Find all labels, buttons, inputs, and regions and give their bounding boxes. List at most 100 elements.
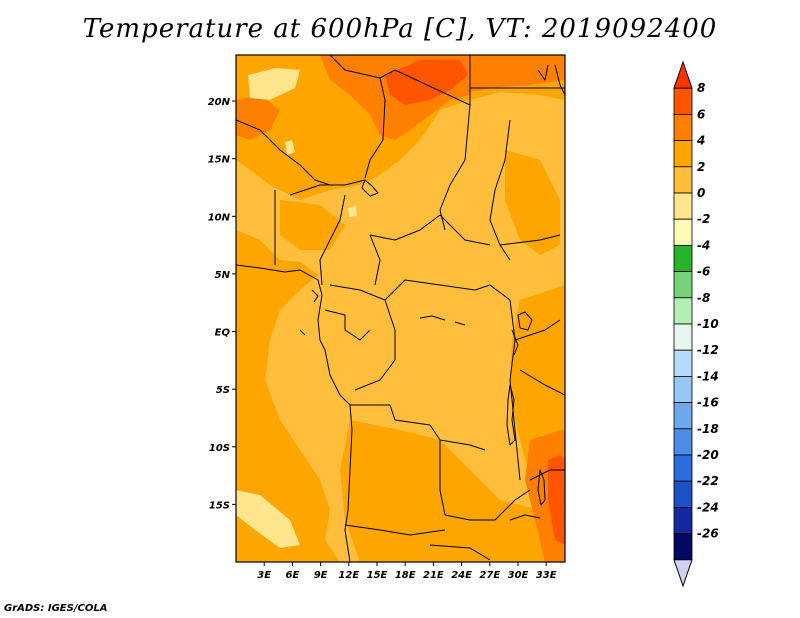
colorbar-swatch	[673, 218, 693, 246]
border-nigeria-cameroon	[319, 194, 346, 286]
colorbar-label: -4	[697, 238, 710, 252]
colorbar-label: -26	[697, 527, 719, 541]
x-tick-label: 33E	[536, 570, 557, 581]
border-drc-east	[509, 299, 521, 481]
lake-malawi	[537, 469, 546, 506]
field-hot-ne-corner	[470, 55, 565, 92]
colorbar-swatch	[673, 454, 693, 482]
x-tick-label: 21E	[423, 570, 444, 581]
border-namibia-botswana	[429, 544, 491, 561]
border-chad-car	[369, 214, 441, 241]
colorbar-label: -12	[697, 343, 719, 357]
colorbar-label: -18	[697, 422, 719, 436]
colorbar-label: -22	[697, 474, 719, 488]
lake-albert	[511, 329, 519, 356]
field-hot-west-sahara	[236, 95, 280, 140]
border-car-south	[329, 279, 476, 301]
lake-tana	[299, 329, 306, 336]
colorbar-label: 8	[697, 81, 705, 95]
colorbar-swatch	[673, 506, 693, 534]
y-tick-label: 15S	[209, 500, 230, 511]
field-cool-patch-2	[348, 206, 357, 217]
border-congo-drc	[354, 299, 396, 391]
y-tick-label: 5S	[216, 385, 230, 396]
field-cool-atlantic	[236, 490, 300, 548]
colorbar-swatch	[673, 349, 693, 377]
colorbar-label: 6	[697, 107, 705, 121]
border-angola-zambia	[439, 440, 446, 516]
colorbar-swatch	[673, 297, 693, 325]
colorbar-swatch	[673, 480, 693, 508]
y-tick-label: 5N	[215, 270, 231, 281]
border-tanzania-mozambique	[529, 469, 565, 481]
credit-label: GrADS: IGES/COLA	[4, 603, 108, 614]
field-warm-south	[340, 420, 565, 562]
colorbar-label: 2	[697, 160, 705, 174]
x-tick-label: 30E	[508, 570, 529, 581]
field-warm-west-coast	[236, 230, 340, 562]
colorbar-label: -2	[697, 212, 710, 226]
lake-chad	[361, 179, 379, 197]
colorbar-swatch	[673, 87, 693, 115]
border-gabon-congo	[324, 309, 371, 341]
colorbar-swatch	[673, 140, 693, 168]
field-cool-patch-1	[285, 140, 295, 155]
x-tick-label: 6E	[286, 570, 300, 581]
field-hottest-mozambique	[548, 455, 565, 545]
border-east-coast-states	[514, 319, 561, 341]
border-kenya-tanzania	[519, 369, 565, 396]
x-tick-label: 15E	[367, 570, 388, 581]
river-congo-2	[454, 321, 466, 326]
border-sudan-southsudan	[439, 214, 491, 246]
river-congo-1	[419, 315, 446, 321]
x-tick-label: 3E	[257, 570, 271, 581]
border-niger-chad	[364, 77, 386, 179]
x-tick-label: 27E	[479, 570, 500, 581]
colorbar-label: 4	[696, 134, 705, 148]
colorbar-label: -8	[697, 291, 710, 305]
colorbar-swatch	[673, 533, 693, 561]
y-tick-label: EQ	[215, 328, 231, 339]
colorbar-swatch	[673, 192, 693, 220]
colorbar-swatch	[673, 323, 693, 351]
colorbar-top-arrow	[673, 60, 693, 89]
border-zambia-south	[444, 489, 531, 521]
field-warm-ethiopia	[505, 150, 560, 255]
field-hottest-north	[385, 60, 468, 105]
colorbar-swatch	[673, 166, 693, 194]
field-cool-sahara	[248, 68, 300, 100]
y-tick-label: 20N	[208, 97, 231, 108]
border-mali-niger	[236, 119, 331, 186]
lake-victoria	[517, 311, 533, 331]
x-tick-label: 18E	[395, 570, 416, 581]
border-nigeria-north	[289, 179, 366, 196]
lake-kariba	[509, 514, 541, 521]
colorbar-label: -16	[697, 396, 719, 410]
field-warm-central	[280, 200, 345, 250]
y-tick-label: 10S	[209, 443, 230, 454]
x-tick-label: 12E	[338, 570, 359, 581]
border-ethiopia-somalia	[499, 234, 561, 246]
x-axis: 3E 6E 9E 12E 15E 18E 21E 24E 27E 30E 33E	[257, 562, 557, 581]
colorbar-label: -20	[697, 448, 719, 462]
y-tick-label: 15N	[208, 155, 231, 166]
border-southsudan-drc	[474, 284, 511, 301]
colorbar: 8 6 4 2 0 -2 -4 -6 -8 -10 -12 -14 -16 -18 -20 -22 -24 -26	[673, 60, 719, 588]
lake-tanganyika	[506, 384, 516, 446]
colorbar-swatch	[673, 375, 693, 403]
border-cameroon-car	[369, 234, 381, 286]
y-axis: 20N 15N 10N 5N EQ 5S 10S 15S	[208, 97, 236, 511]
red-sea-coast	[537, 64, 549, 81]
border-drc-angola	[350, 404, 486, 451]
colorbar-swatch	[673, 244, 693, 272]
y-tick-label: 10N	[208, 212, 231, 223]
map-title: Temperature at 600hPa [C], VT: 201909240…	[82, 14, 718, 44]
colorbar-bottom-arrow	[673, 559, 693, 588]
colorbar-swatch	[673, 114, 693, 142]
coastline-atlantic	[236, 264, 353, 562]
x-tick-label: 9E	[314, 570, 328, 581]
lake-volta	[311, 289, 319, 303]
colorbar-label: -6	[697, 265, 710, 279]
colorbar-label: -24	[697, 500, 719, 514]
